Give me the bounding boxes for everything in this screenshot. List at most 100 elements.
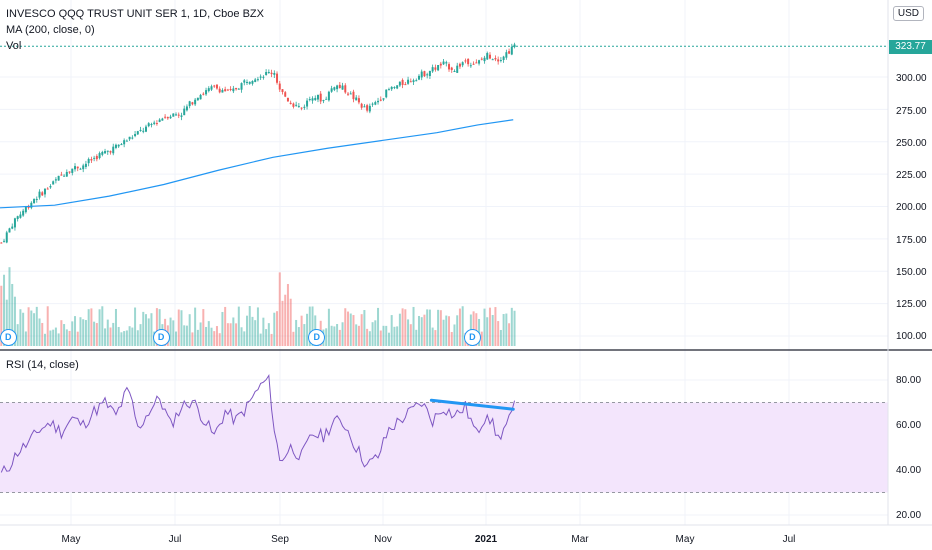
candle-body (437, 65, 440, 71)
candle-body (513, 44, 516, 48)
candle-body (0, 242, 3, 244)
candle-body (434, 67, 437, 70)
volume-bar (292, 331, 295, 346)
candle-body (341, 85, 344, 90)
candle-body (355, 97, 358, 101)
candlesticks (0, 42, 516, 244)
volume-bar (142, 311, 145, 346)
volume-bar (136, 330, 139, 346)
candle-body (360, 103, 363, 108)
candle-body (265, 72, 268, 75)
volume-bar (169, 317, 172, 346)
candle-body (98, 153, 101, 159)
volume-bar (150, 313, 153, 346)
candle-body (349, 93, 352, 95)
rsi-tick: 80.00 (896, 375, 922, 386)
candle-body (125, 140, 128, 142)
dividend-marker[interactable]: D (463, 329, 481, 346)
candle-body (240, 83, 243, 90)
rsi-overbought-oversold-band (0, 402, 888, 493)
volume-bar (24, 331, 27, 346)
volume-bar (218, 333, 221, 346)
candle-body (396, 85, 399, 89)
rsi-legend[interactable]: RSI (14, close) (6, 359, 79, 371)
candle-body (199, 94, 202, 100)
volume-bar (412, 306, 415, 346)
volume-bar (49, 330, 52, 346)
price-tick: 225.00 (896, 170, 927, 181)
candle-body (169, 116, 172, 119)
currency-selector[interactable]: USD (892, 6, 924, 21)
volume-bar (428, 309, 431, 346)
volume-bar (393, 326, 396, 346)
volume-bar (505, 313, 508, 346)
volume-bar (172, 320, 175, 346)
candle-body (486, 53, 489, 60)
volume-bar (54, 327, 57, 346)
candle-body (387, 89, 390, 91)
candle-body (475, 62, 478, 64)
candle-body (218, 88, 221, 93)
volume-bar (194, 307, 197, 346)
volume-bar (300, 315, 303, 346)
volume-bar (74, 316, 77, 346)
volume-bar (30, 310, 33, 346)
candle-body (327, 91, 330, 101)
candle-body (464, 60, 467, 62)
candle-body (207, 88, 210, 92)
volume-bar (407, 319, 410, 346)
candle-body (117, 144, 120, 147)
volume-bar (65, 329, 68, 346)
volume-bar (226, 323, 229, 346)
candle-body (262, 76, 265, 78)
candle-body (87, 158, 90, 164)
candle-body (237, 88, 240, 90)
time-tick: Jul (168, 534, 182, 545)
volume-bar (27, 307, 30, 346)
ma-200-line (0, 119, 514, 209)
candle-body (333, 87, 336, 90)
volume-bar (415, 329, 418, 346)
symbol-title[interactable]: INVESCO QQQ TRUST UNIT SER 1, 1D, Cboe B… (6, 8, 264, 20)
volume-bar (19, 309, 22, 346)
dividend-marker[interactable]: D (152, 329, 170, 346)
volume-bar (38, 318, 41, 346)
volume-bar (251, 316, 254, 346)
candle-body (322, 100, 325, 102)
volume-bar (461, 306, 464, 346)
ma-legend[interactable]: MA (200, close, 0) (6, 24, 95, 36)
volume-bar (22, 312, 25, 346)
candle-body (235, 87, 238, 90)
candle-body (368, 105, 371, 112)
volume-bar (341, 322, 344, 346)
candle-body (270, 72, 273, 75)
volume-bar (11, 283, 14, 346)
volume-bar (336, 324, 339, 346)
dividend-marker[interactable]: D (308, 329, 326, 346)
volume-legend[interactable]: Vol (6, 40, 22, 52)
candle-body (286, 97, 289, 102)
candle-body (95, 156, 98, 160)
candle-body (273, 73, 276, 75)
candle-body (120, 144, 123, 146)
volume-bar (183, 325, 186, 346)
candle-body (136, 131, 139, 135)
volume-bar (273, 312, 276, 346)
candle-body (276, 73, 279, 83)
candle-body (450, 67, 453, 70)
volume-bar (510, 307, 513, 346)
candle-body (139, 129, 142, 131)
volume-bar (3, 274, 6, 346)
volume-bar (486, 317, 489, 346)
volume-bar (417, 315, 420, 346)
time-tick: 2021 (474, 534, 498, 545)
time-tick: May (61, 534, 81, 545)
volume-bar (5, 299, 8, 346)
candle-body (142, 130, 145, 132)
volume-bar (180, 310, 183, 346)
candle-body (246, 81, 248, 83)
candle-body (385, 89, 388, 98)
candle-body (439, 63, 442, 66)
dividend-marker[interactable]: D (0, 329, 17, 346)
